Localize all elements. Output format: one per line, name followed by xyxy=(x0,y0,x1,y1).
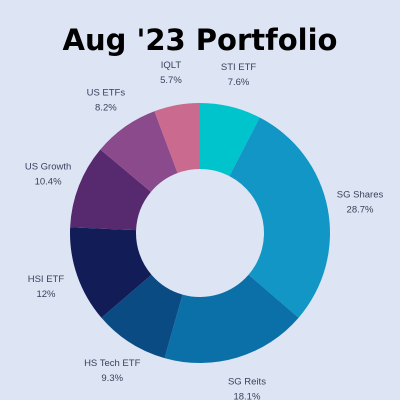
slice-value-label: 28.7% xyxy=(347,204,374,215)
slice-value-label: 12% xyxy=(36,289,56,300)
slice-label: US ETFs xyxy=(87,87,126,98)
chart-title: Aug '23 Portfolio xyxy=(63,23,338,57)
slice-label: STI ETF xyxy=(221,62,257,73)
slice xyxy=(229,117,330,318)
slice-value-label: 10.4% xyxy=(35,176,62,187)
slice xyxy=(164,274,299,363)
slice xyxy=(154,103,200,174)
slice-value-label: 9.3% xyxy=(101,373,123,384)
slice xyxy=(70,149,151,231)
slice-label: IQLT xyxy=(161,60,182,71)
slice-label: HSI ETF xyxy=(28,274,65,285)
slice xyxy=(100,111,178,192)
slice-value-label: 18.1% xyxy=(233,392,260,400)
slice-label: SG Shares xyxy=(337,189,384,200)
slice-label: HS Tech ETF xyxy=(84,358,141,369)
slice xyxy=(70,227,152,318)
slice-value-label: 8.2% xyxy=(95,102,117,113)
slice-label: SG Reits xyxy=(228,377,266,388)
slice xyxy=(200,103,260,177)
slice-value-label: 5.7% xyxy=(160,75,182,86)
slice-label: US Growth xyxy=(25,161,71,172)
slice xyxy=(101,274,183,359)
slice-value-label: 7.6% xyxy=(228,77,250,88)
